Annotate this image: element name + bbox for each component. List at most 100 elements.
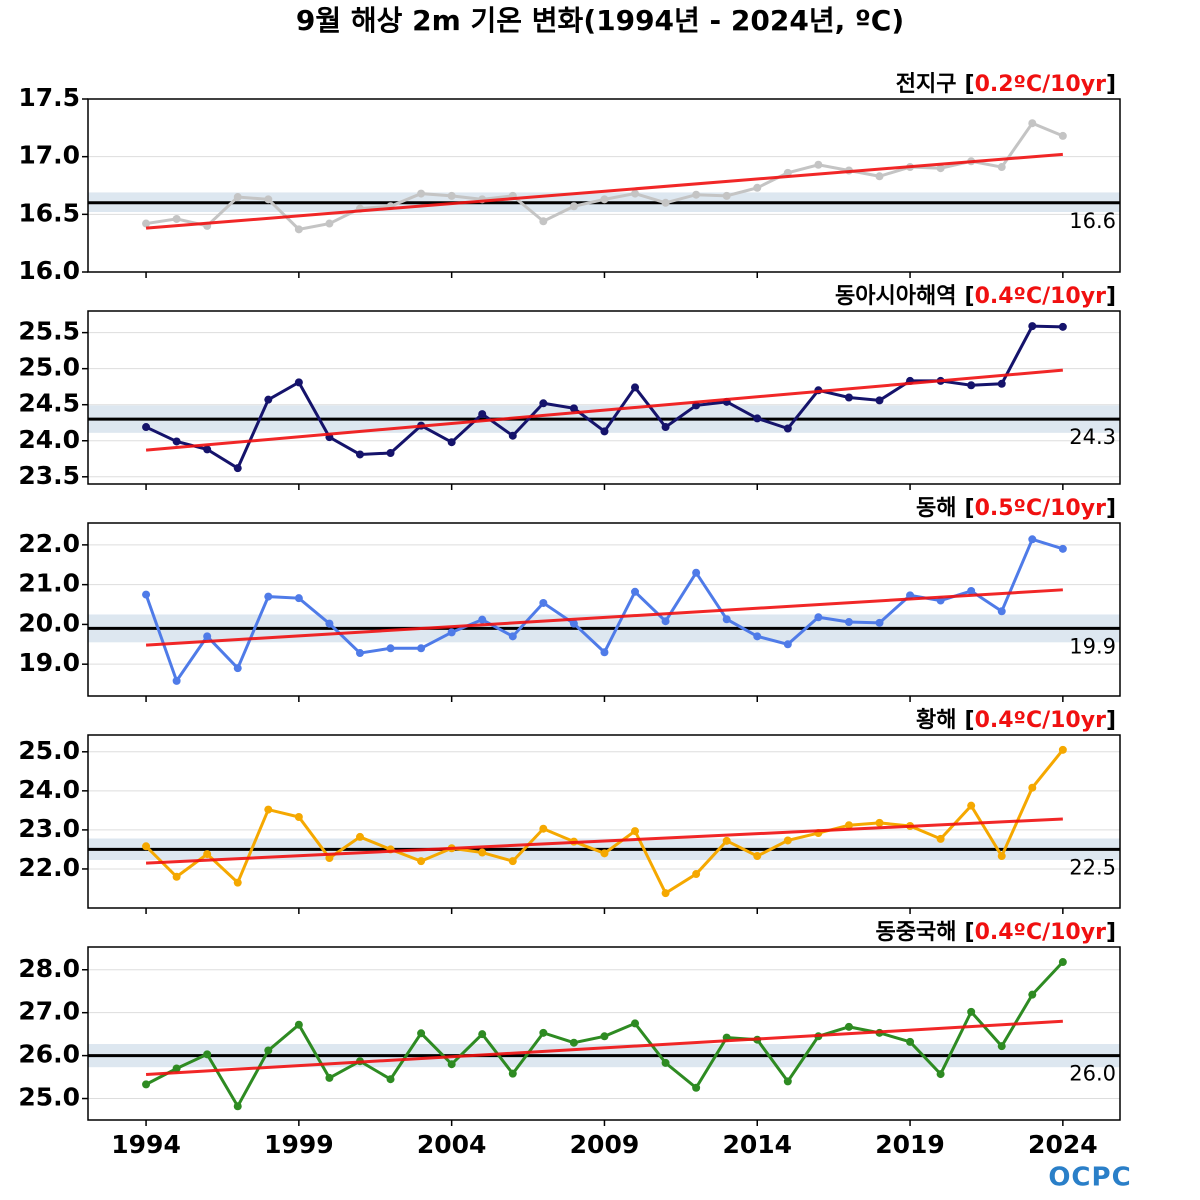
panel-label-part: 동중국해 [876, 920, 957, 945]
y-tick-label: 22.0 [18, 529, 80, 558]
panel: 19.0 20.0 21.0 22.0 19.9 동해 [0.5ºC/10yr] [18, 496, 1121, 702]
data-point [997, 379, 1006, 388]
mean-label: 19.9 [1069, 634, 1116, 658]
data-point [355, 832, 364, 841]
data-point [539, 824, 548, 833]
data-point [325, 219, 334, 228]
data-point [172, 1064, 181, 1073]
data-point [631, 189, 640, 198]
data-point [539, 217, 548, 226]
data-point [661, 423, 670, 432]
panel-label: 동아시아해역 [0.4ºC/10yr] [835, 284, 1116, 309]
data-point [417, 189, 426, 198]
data-point [172, 872, 181, 881]
data-point [447, 191, 456, 200]
panel-label-part: [ [965, 920, 975, 945]
data-point [539, 598, 548, 607]
data-point [1028, 322, 1037, 331]
data-point [783, 1077, 792, 1086]
data-point [447, 1060, 456, 1069]
y-tick-label: 22.0 [18, 853, 80, 882]
data-point [203, 632, 212, 641]
y-tick-label: 17.0 [18, 141, 80, 170]
series-line [144, 537, 1064, 685]
panel-label: 전지구 [0.2ºC/10yr] [896, 72, 1116, 97]
data-point [539, 1028, 548, 1037]
data-point [508, 632, 517, 641]
y-tick-label: 28.0 [18, 954, 80, 983]
data-point [1058, 745, 1067, 754]
data-point [569, 619, 578, 628]
data-point [203, 850, 212, 859]
data-point [1028, 783, 1037, 792]
data-point [233, 1102, 242, 1111]
data-point [1028, 535, 1037, 544]
data-point [569, 202, 578, 211]
panel-label: 동해 [0.5ºC/10yr] [916, 496, 1116, 521]
logo: OCPC [1048, 1163, 1131, 1193]
data-point [325, 1073, 334, 1082]
panel: 22.0 23.0 24.0 25.0 22.5 황해 [0.4ºC/10yr] [18, 708, 1121, 914]
panel-frame [87, 98, 1121, 273]
data-point [294, 1020, 303, 1029]
data-point [692, 190, 701, 199]
data-point [417, 857, 426, 866]
data-point [936, 834, 945, 843]
data-point [325, 854, 334, 863]
y-tick-label: 25.0 [18, 1083, 80, 1112]
panel-label-part: [ [965, 708, 975, 733]
data-point [783, 168, 792, 177]
trend-line [145, 368, 1063, 452]
panel-label-part: 동아시아해역 [835, 284, 956, 309]
data-point [906, 1037, 915, 1046]
data-point [1028, 119, 1037, 128]
data-point [569, 404, 578, 413]
data-point [1058, 958, 1067, 967]
data-point [539, 399, 548, 408]
panel-label-part: ] [1106, 708, 1116, 733]
data-point [203, 445, 212, 454]
y-tick-label: 21.0 [18, 569, 80, 598]
data-point [814, 613, 823, 622]
data-point [142, 423, 151, 432]
y-tick-label: 25.5 [18, 317, 80, 346]
x-tick-label: 2024 [1028, 1130, 1098, 1159]
data-point [722, 191, 731, 200]
data-point [355, 649, 364, 658]
chart-title: 9월 해상 2m 기온 변화(1994년 - 2024년, ºC) [296, 4, 904, 37]
panel-label-part: ] [1106, 496, 1116, 521]
y-tick-label: 17.5 [18, 83, 80, 112]
panel-label-part: 황해 [916, 708, 956, 733]
data-point [661, 1058, 670, 1067]
y-tick-label: 26.0 [18, 1040, 80, 1069]
data-point [600, 195, 609, 204]
data-point [233, 664, 242, 673]
y-tick-label: 19.0 [18, 648, 80, 677]
data-point [692, 870, 701, 879]
panel-label-part: 전지구 [896, 72, 957, 97]
data-point [172, 676, 181, 685]
data-point [203, 1050, 212, 1059]
panel-frame [87, 946, 1121, 1121]
data-point [997, 607, 1006, 616]
data-point [264, 195, 273, 204]
y-tick-label: 16.5 [18, 198, 80, 227]
data-point [631, 1019, 640, 1028]
y-tick-label: 20.0 [18, 608, 80, 637]
data-point [936, 1070, 945, 1079]
panel-label-part: ] [1106, 920, 1116, 945]
data-point [233, 193, 242, 202]
y-tick-label: 24.0 [18, 775, 80, 804]
panel-label-part: 0.5ºC/10yr [975, 496, 1107, 521]
mean-label: 16.6 [1069, 209, 1116, 233]
panel-label-part: 0.4ºC/10yr [975, 284, 1107, 309]
trend-line [145, 588, 1063, 647]
panel: 25.0 26.0 27.0 28.0 26.0 1994 1999 2004 2009 2014… [18, 920, 1121, 1159]
x-tick-label: 2009 [570, 1130, 640, 1159]
data-point [508, 857, 517, 866]
panel-label-part: [ [965, 284, 975, 309]
trend-line [145, 152, 1063, 230]
data-point [478, 848, 487, 857]
x-tick-label: 2019 [875, 1130, 945, 1159]
data-point [447, 628, 456, 637]
